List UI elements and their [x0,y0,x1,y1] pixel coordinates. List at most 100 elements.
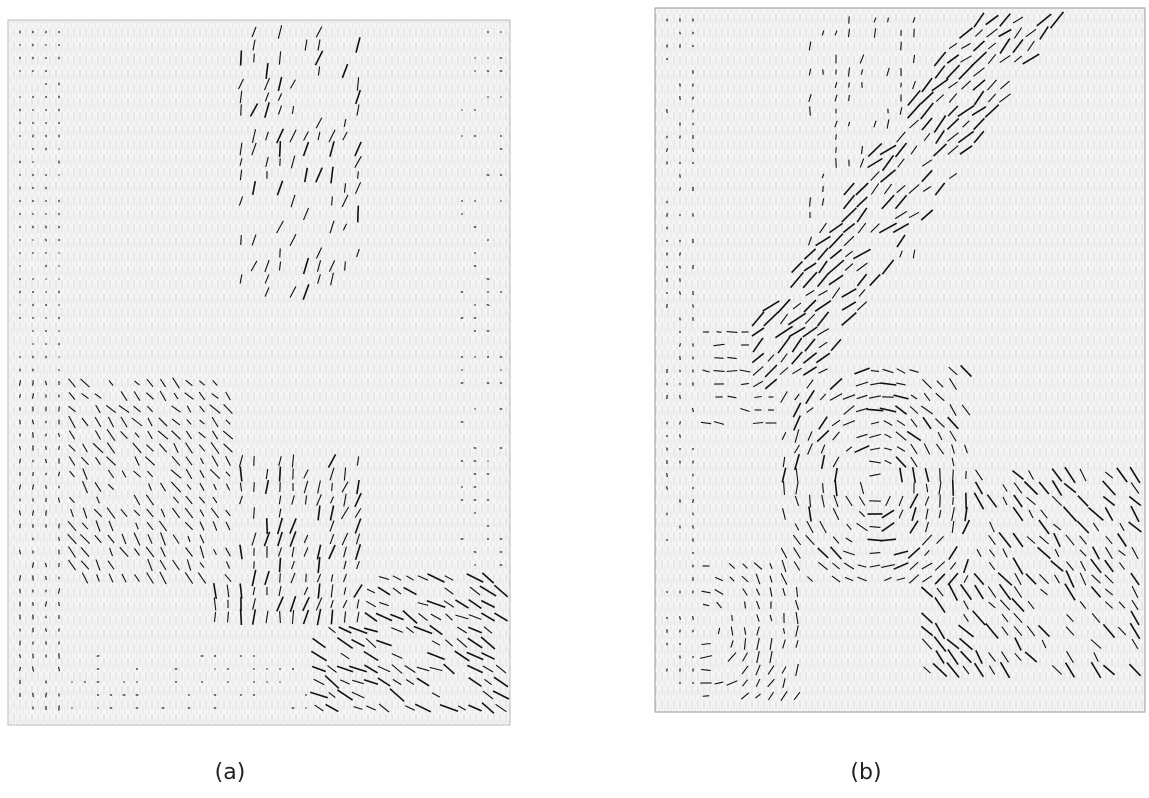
flow-vector [280,467,281,482]
flow-vector [680,266,681,269]
flow-vector [693,616,694,620]
flow-vector [680,252,681,255]
flow-vector [667,266,668,268]
flow-vector [46,510,47,515]
panel-frame [8,20,510,725]
flow-vector [241,104,242,115]
flow-vector [836,147,837,153]
flow-vector [46,473,47,475]
flow-vector [667,109,668,113]
flow-vector [241,235,242,245]
flow-vector [836,134,837,139]
flow-vector [953,470,954,481]
panel-a [8,20,510,725]
flow-vector [33,693,34,697]
flow-vector [20,57,21,59]
flow-vector [474,474,476,475]
flow-vector [20,654,21,658]
flow-vector [667,486,668,490]
flow-vector [680,434,681,437]
panel-label: (b) [850,760,881,785]
flow-vector [680,343,681,346]
flow-vector [46,434,47,437]
flow-vector [20,291,21,294]
flow-vector [667,227,668,230]
flow-vector [20,394,21,398]
figure: (a) (b) [0,0,1149,798]
flow-vector [693,499,694,503]
flow-vector [474,552,476,553]
flow-vector [59,642,60,645]
flow-vector [136,695,139,696]
flow-vector [680,291,681,295]
flow-vector [667,643,668,645]
flow-vector [20,589,21,593]
flow-vector [59,96,60,98]
flow-vector [667,448,668,451]
flow-vector [667,136,668,138]
flow-vector [680,395,681,399]
flow-vector [280,573,281,582]
flow-vector [46,446,47,450]
flow-vector [693,513,694,516]
flow-vector [901,42,902,51]
flow-vector [46,616,47,619]
flow-vector [59,602,60,606]
flow-vector [836,158,837,168]
flow-vector [280,141,281,157]
flow-vector [667,383,668,385]
flow-vector [59,406,60,411]
flow-vector [693,148,694,152]
flow-vector [667,148,668,151]
flow-vector [953,480,954,496]
flow-vector [716,332,721,333]
flow-vector [474,227,476,228]
flow-vector [46,239,47,241]
flow-vector [693,97,694,100]
flow-vector [966,471,967,479]
flow-vector [732,615,733,621]
flow-vector [46,641,47,644]
flow-vector [953,497,954,505]
flow-vector [667,669,668,672]
flow-vector [680,32,681,35]
flow-vector [940,468,941,482]
flow-vector [693,304,694,307]
flow-vector [46,628,47,631]
flow-vector [33,432,34,438]
flow-vector [46,485,47,489]
flow-vector [849,83,850,88]
panel-label: (a) [215,760,246,785]
flow-vector [33,380,34,385]
flow-vector [20,629,21,632]
panel-b [655,8,1145,712]
flow-vector [20,122,21,124]
flow-vector [280,558,281,572]
flow-vector [241,609,242,625]
flow-vector [693,525,694,528]
flow-vector [680,422,681,425]
flow-vector [97,656,100,657]
flow-vector [20,161,21,164]
flow-vector [59,537,60,541]
flow-vector [33,602,34,606]
flow-vector [810,106,811,115]
flow-vector [254,54,255,63]
flow-vector [680,616,681,619]
flow-vector [667,473,668,477]
flow-vector [667,213,668,217]
flow-vector [59,446,60,450]
flow-vector [46,576,47,580]
flow-vector [358,206,359,223]
flow-vector [241,51,242,66]
flow-vector [345,261,346,270]
flow-vector [703,696,709,697]
flow-vector [254,482,255,492]
flow-vector [849,95,850,101]
flow-vector [461,318,464,319]
flow-vector [474,266,476,267]
flow-vector [59,486,60,489]
flow-vector [487,305,490,306]
flow-vector [693,630,694,632]
flow-vector [714,358,723,359]
